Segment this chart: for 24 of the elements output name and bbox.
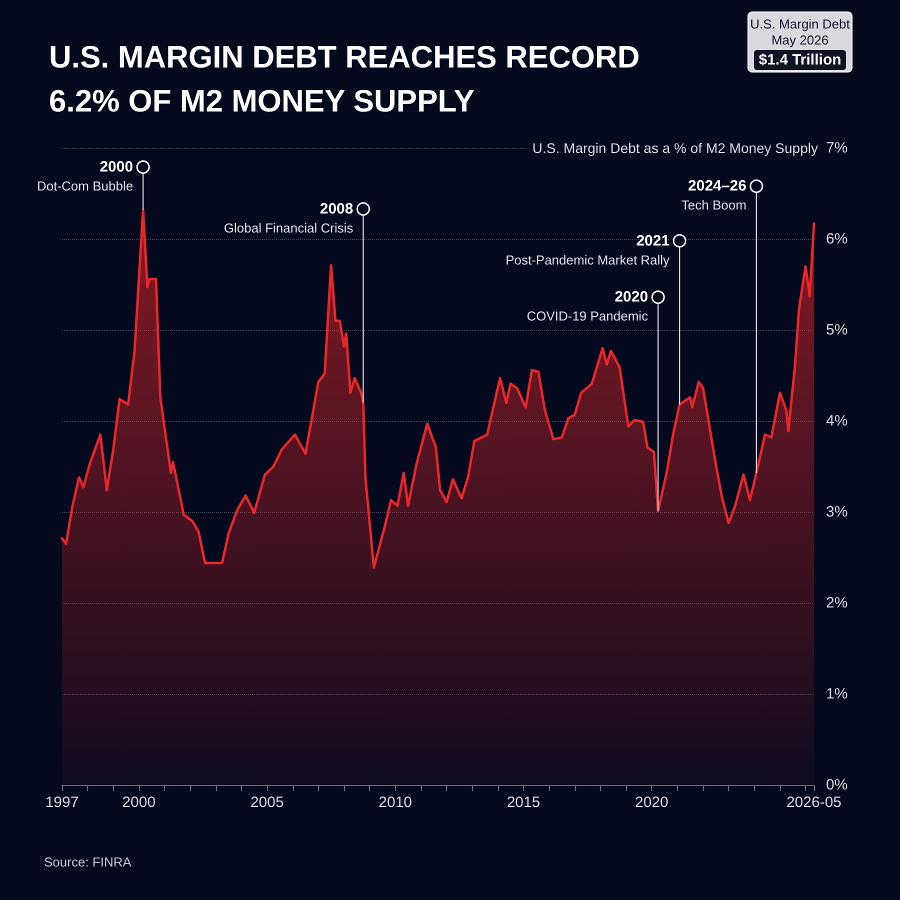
x-tick-label: 2010 (378, 794, 412, 811)
x-tick-label: 2020 (635, 794, 668, 811)
x-tick-label: 2005 (250, 794, 284, 811)
y-tick-label: 4% (826, 412, 848, 430)
x-tick-label: 1997 (45, 794, 79, 811)
chart-title: U.S. MARGIN DEBT REACHES RECORD 6.2% OF M2 MONEY SUPPLY (49, 40, 648, 118)
annotation: 2008 Global Financial Crisis (224, 200, 354, 236)
y-tick-label: 5% (826, 322, 848, 338)
y-tick-label: 2% (826, 594, 848, 612)
source-note: Source: FINRA (44, 854, 132, 870)
annotation: 2021 Post-Pandemic Market Rally (506, 232, 670, 268)
y-axis-title: U.S. Margin Debt as a % of M2 Money Supply (532, 140, 818, 156)
annotation: 2000 Dot-Com Bubble (36, 158, 134, 194)
x-tick-label: 2026-05 (786, 794, 842, 811)
y-tick-label: 0% (826, 776, 848, 794)
y-tick-label: 6% (826, 230, 848, 248)
x-tick-label: 2015 (506, 794, 540, 811)
y-tick-label: 3% (826, 504, 848, 520)
y-tick-label: 7% (826, 140, 848, 156)
text: U.S. Margin Debt May 2026 $1.4 Trillion (750, 16, 850, 68)
annotation: 2024–26 Tech Boom (681, 178, 746, 213)
y-tick-label: 1% (826, 686, 848, 702)
annotation: 2020 COVID-19 Pandemic (526, 288, 649, 324)
x-tick-label: 2000 (122, 794, 156, 811)
